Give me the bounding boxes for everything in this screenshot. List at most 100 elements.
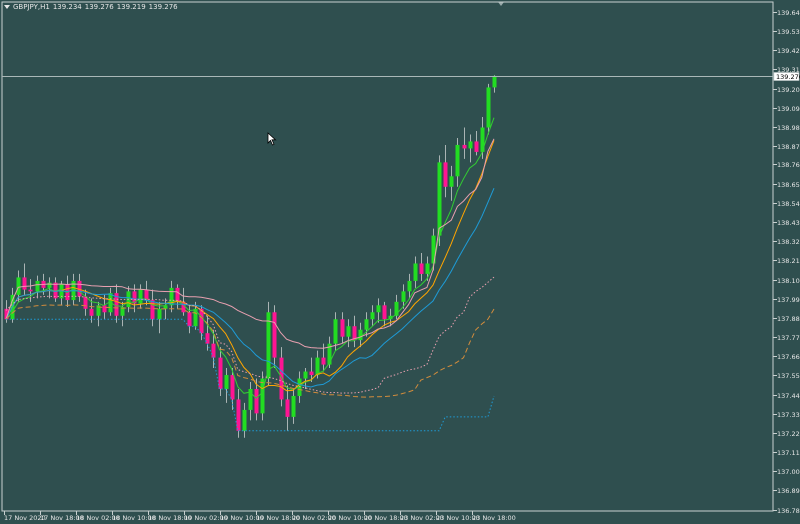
candle-body [199,308,204,334]
candle-body [114,293,119,316]
candle-body [370,312,375,320]
x-axis-label: 19 Nov 10:00 [220,514,264,522]
candle-body [376,305,381,313]
x-axis-label: 18 Nov 18:00 [148,514,192,522]
candle-body [83,296,88,309]
candle-body [187,312,192,327]
y-axis-label: 137.118 [777,449,800,457]
candle-body [150,300,155,320]
candle-body [59,284,64,299]
indicator-line [5,276,495,394]
candle-body [285,399,290,417]
current-price-tag [773,72,800,81]
candle-body [266,312,271,379]
candle-body [169,287,174,306]
indicator-line [6,318,495,432]
x-axis-label: 18 Nov 10:00 [112,514,156,522]
plot-frame [1,1,774,512]
candle-body [340,319,345,337]
x-axis-label: 20 Nov 18:00 [364,514,408,522]
y-axis-label: 139.643 [777,9,800,17]
y-axis-label: 138.873 [777,143,800,151]
candle-body [413,263,418,281]
candle-body [394,301,399,316]
candle-body [358,329,363,341]
y-axis-label: 139.203 [777,86,800,94]
candle-body [102,305,107,313]
candle-body [401,291,406,302]
high-value: 139.276 [84,3,114,11]
candle-body [474,141,479,152]
candle-body [382,305,387,320]
candle-body [303,371,308,379]
candle-body [437,162,442,236]
indicator-line [5,304,495,398]
candle-body [16,277,21,295]
candle-body [419,263,424,274]
x-axis-label: 19 Nov 18:00 [256,514,300,522]
candle-body [96,305,101,316]
candle-body [47,282,52,288]
candle-body [218,357,223,389]
y-axis-label: 139.533 [777,28,800,36]
mouse-cursor-icon [267,132,277,146]
x-axis-label: 19 Nov 02:00 [184,514,228,522]
x-axis-label: 23 Nov 02:00 [400,514,444,522]
candle-body [260,378,265,414]
y-axis-label: 139.423 [777,47,800,55]
y-axis-label: 137.998 [777,296,800,304]
candle-body [364,319,369,330]
y-axis-label: 138.218 [777,257,800,265]
candle-body [242,409,247,431]
chart-shift-marker-icon[interactable] [498,2,504,6]
candle-body [89,308,94,316]
candle-body [28,289,33,292]
y-axis-label: 138.108 [777,277,800,285]
y-axis-label: 136.788 [777,507,800,515]
dropdown-triangle-icon[interactable] [4,5,10,9]
candle-body [132,291,137,304]
candle-body [327,343,332,365]
x-axis-label: 20 Nov 10:00 [328,514,372,522]
x-axis-label: 20 Nov 02:00 [292,514,336,522]
y-axis-label: 138.768 [777,161,800,169]
candle-body [120,307,125,316]
candle-body [333,319,338,344]
candle-body [193,308,198,327]
candle-body [407,280,412,292]
x-axis-label: 23 Nov 10:00 [436,514,480,522]
candle-body [388,315,393,320]
candle-body [138,289,143,304]
y-axis-label: 139.313 [777,66,800,74]
y-axis-label: 138.658 [777,181,800,189]
candle-body [425,263,430,274]
x-axis-label: 18 Nov 02:00 [76,514,120,522]
candle-body [175,287,180,302]
indicator-line [5,138,495,349]
y-axis-label: 138.328 [777,238,800,246]
x-axis-label: 23 Nov 18:00 [472,514,516,522]
candle-body [248,388,253,410]
candle-body [205,333,210,344]
candle-body [236,399,241,431]
open-value: 139.234 [52,3,82,11]
y-axis-label: 138.438 [777,219,800,227]
candle-body [230,375,235,400]
candle-body [297,378,302,396]
candle-body [4,308,9,320]
low-value: 139.219 [116,3,146,11]
x-axis-label: 17 Nov 2020 [4,514,46,522]
y-axis-label: 137.448 [777,392,800,400]
candle-body [224,375,229,389]
candle-body [22,277,27,290]
candle-body [346,326,351,337]
indicator-line [5,117,495,399]
candle-body [321,357,326,365]
x-axis-label: 17 Nov 18:00 [40,514,84,522]
candle-body [181,301,186,313]
candle-body [431,235,436,264]
candle-body [309,371,314,376]
candle-body [163,305,168,309]
